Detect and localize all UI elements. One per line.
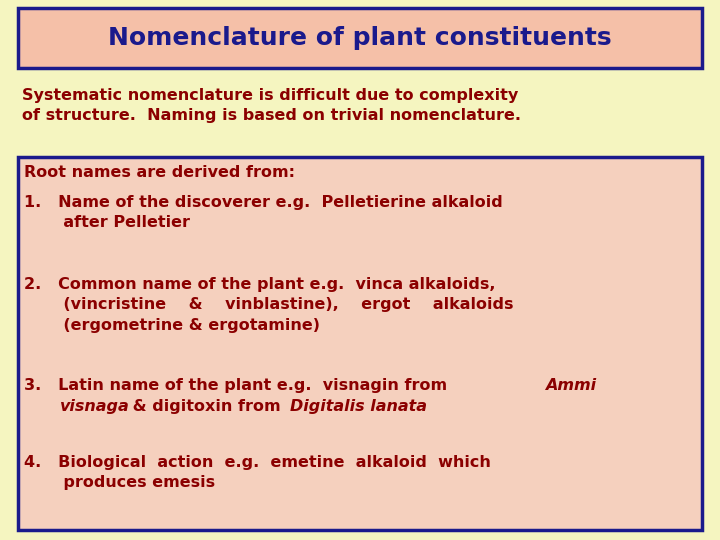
Text: Systematic nomenclature is difficult due to complexity
of structure.  Naming is : Systematic nomenclature is difficult due…: [22, 88, 521, 124]
Text: 4.   Biological  action  e.g.  emetine  alkaloid  which
       produces emesis: 4. Biological action e.g. emetine alkalo…: [24, 455, 491, 490]
Bar: [18, 8, 702, 68]
Text: Root names are derived from:: Root names are derived from:: [24, 165, 295, 180]
Text: Nomenclature of plant constituents: Nomenclature of plant constituents: [108, 26, 612, 50]
Text: & digitoxin from: & digitoxin from: [127, 399, 287, 414]
Text: Ammi: Ammi: [545, 378, 596, 393]
Text: visnaga: visnaga: [60, 399, 130, 414]
Text: Digitalis lanata: Digitalis lanata: [290, 399, 427, 414]
Text: 1.   Name of the discoverer e.g.  Pelletierine alkaloid
       after Pelletier: 1. Name of the discoverer e.g. Pelletier…: [24, 195, 503, 231]
Bar: [18, 157, 702, 530]
Text: 2.   Common name of the plant e.g.  vinca alkaloids,
       (vincristine    &   : 2. Common name of the plant e.g. vinca a…: [24, 277, 513, 333]
Text: 3.   Latin name of the plant e.g.  visnagin from: 3. Latin name of the plant e.g. visnagin…: [24, 378, 453, 393]
